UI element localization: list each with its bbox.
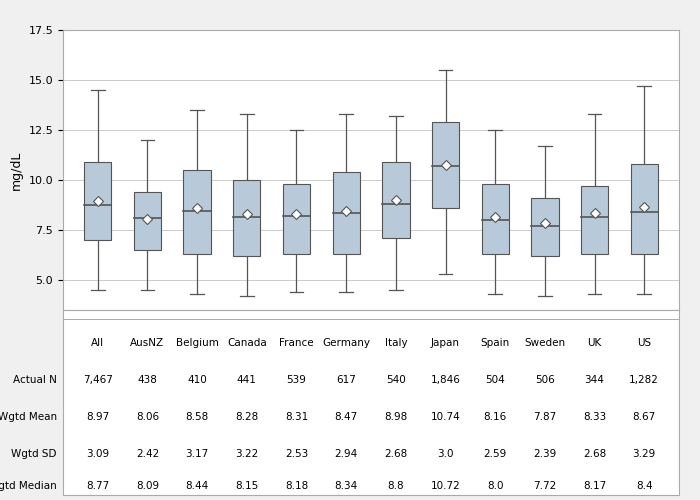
Text: 8.77: 8.77: [86, 481, 109, 491]
Text: 504: 504: [485, 376, 505, 386]
Text: 8.28: 8.28: [235, 412, 258, 422]
FancyBboxPatch shape: [332, 172, 360, 254]
Text: 8.33: 8.33: [583, 412, 606, 422]
Text: 10.72: 10.72: [430, 481, 461, 491]
Text: 8.8: 8.8: [388, 481, 404, 491]
Text: 3.09: 3.09: [86, 450, 109, 460]
FancyBboxPatch shape: [631, 164, 658, 254]
Text: 438: 438: [137, 376, 158, 386]
Text: Canada: Canada: [227, 338, 267, 348]
Text: 8.4: 8.4: [636, 481, 652, 491]
Text: 8.47: 8.47: [335, 412, 358, 422]
Text: 10.74: 10.74: [430, 412, 461, 422]
Text: Actual N: Actual N: [13, 376, 57, 386]
Text: 7.72: 7.72: [533, 481, 556, 491]
Text: 8.34: 8.34: [335, 481, 358, 491]
Text: 8.0: 8.0: [487, 481, 503, 491]
Text: 506: 506: [535, 376, 554, 386]
Text: 7,467: 7,467: [83, 376, 113, 386]
Text: 2.68: 2.68: [583, 450, 606, 460]
Text: 2.94: 2.94: [335, 450, 358, 460]
Text: All: All: [91, 338, 104, 348]
Text: 2.53: 2.53: [285, 450, 308, 460]
Text: 3.22: 3.22: [235, 450, 258, 460]
Text: France: France: [279, 338, 314, 348]
Text: 3.0: 3.0: [438, 450, 454, 460]
Text: 441: 441: [237, 376, 257, 386]
Text: 7.87: 7.87: [533, 412, 556, 422]
Text: 8.31: 8.31: [285, 412, 308, 422]
Text: 3.29: 3.29: [633, 450, 656, 460]
FancyBboxPatch shape: [283, 184, 310, 254]
Text: 540: 540: [386, 376, 406, 386]
FancyBboxPatch shape: [581, 186, 608, 254]
Text: 8.06: 8.06: [136, 412, 159, 422]
Text: UK: UK: [587, 338, 602, 348]
FancyBboxPatch shape: [134, 192, 161, 250]
Text: 8.67: 8.67: [633, 412, 656, 422]
Text: 2.42: 2.42: [136, 450, 159, 460]
Text: 2.68: 2.68: [384, 450, 407, 460]
Text: 8.98: 8.98: [384, 412, 407, 422]
Text: 410: 410: [188, 376, 207, 386]
Text: 8.16: 8.16: [484, 412, 507, 422]
Text: Italy: Italy: [384, 338, 407, 348]
FancyBboxPatch shape: [84, 162, 111, 240]
Text: Wgtd SD: Wgtd SD: [11, 450, 57, 460]
Text: Wgtd Mean: Wgtd Mean: [0, 412, 57, 422]
Text: 8.17: 8.17: [583, 481, 606, 491]
Text: 1,282: 1,282: [629, 376, 659, 386]
Text: 8.15: 8.15: [235, 481, 258, 491]
Text: Sweden: Sweden: [524, 338, 566, 348]
Text: 8.18: 8.18: [285, 481, 308, 491]
Text: 344: 344: [584, 376, 605, 386]
Text: Spain: Spain: [481, 338, 510, 348]
FancyBboxPatch shape: [531, 198, 559, 256]
Text: 8.97: 8.97: [86, 412, 109, 422]
Text: 3.17: 3.17: [186, 450, 209, 460]
Text: Germany: Germany: [322, 338, 370, 348]
FancyBboxPatch shape: [382, 162, 410, 238]
Text: Japan: Japan: [431, 338, 460, 348]
Text: 617: 617: [336, 376, 356, 386]
Text: 1,846: 1,846: [430, 376, 461, 386]
Text: Wgtd Median: Wgtd Median: [0, 481, 57, 491]
Text: 2.39: 2.39: [533, 450, 556, 460]
Text: 8.58: 8.58: [186, 412, 209, 422]
FancyBboxPatch shape: [233, 180, 260, 256]
Text: 8.09: 8.09: [136, 481, 159, 491]
Text: 539: 539: [286, 376, 307, 386]
Text: 2.59: 2.59: [484, 450, 507, 460]
FancyBboxPatch shape: [183, 170, 211, 254]
Y-axis label: mg/dL: mg/dL: [10, 150, 23, 190]
Text: 8.44: 8.44: [186, 481, 209, 491]
Text: AusNZ: AusNZ: [130, 338, 164, 348]
FancyBboxPatch shape: [432, 122, 459, 208]
Text: US: US: [637, 338, 651, 348]
FancyBboxPatch shape: [482, 184, 509, 254]
Text: Belgium: Belgium: [176, 338, 218, 348]
